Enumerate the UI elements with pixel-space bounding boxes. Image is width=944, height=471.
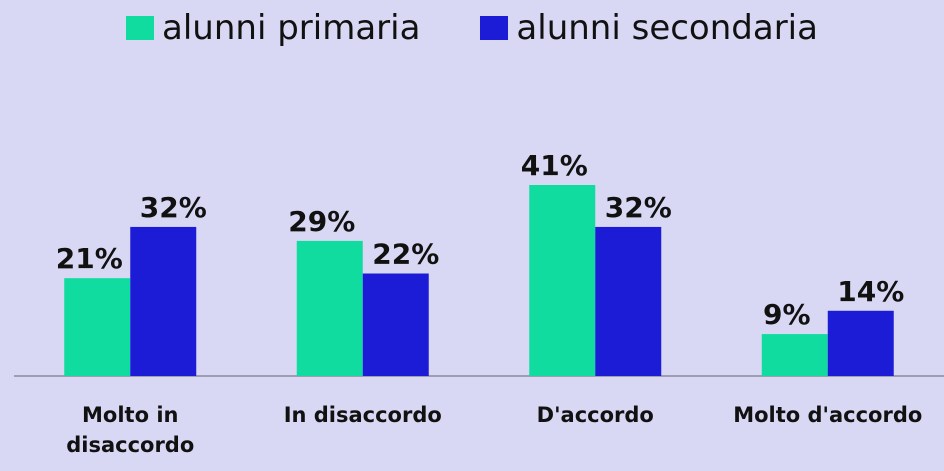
x-tick-label: Molto d'accordo: [733, 403, 923, 427]
data-label: 32%: [605, 191, 672, 224]
x-tick-label: Molto in disaccordo: [66, 403, 195, 457]
bar: [529, 185, 596, 376]
legend-item: alunni secondaria: [480, 8, 818, 48]
bar: [296, 240, 363, 376]
legend-label: alunni primaria: [162, 8, 421, 48]
data-label: 41%: [521, 149, 588, 182]
bar: [761, 334, 828, 376]
legend-swatch: [480, 16, 509, 40]
bar: [64, 278, 131, 376]
data-label: 29%: [288, 205, 355, 238]
bar: [362, 273, 429, 376]
data-label: 22%: [372, 238, 439, 271]
bar: [595, 226, 662, 376]
data-label: 9%: [763, 298, 811, 331]
x-tick-label: In disaccordo: [283, 403, 442, 427]
x-tick-label: D'accordo: [536, 403, 654, 427]
bar: [827, 310, 894, 376]
legend-item: alunni primaria: [126, 8, 420, 48]
legend-swatch: [126, 16, 155, 40]
legend: alunni primaria alunni secondaria: [0, 8, 944, 48]
data-label: 14%: [837, 275, 904, 308]
bar: [130, 226, 197, 376]
legend-label: alunni secondaria: [516, 8, 818, 48]
data-label: 32%: [140, 191, 207, 224]
data-label: 21%: [56, 242, 123, 275]
